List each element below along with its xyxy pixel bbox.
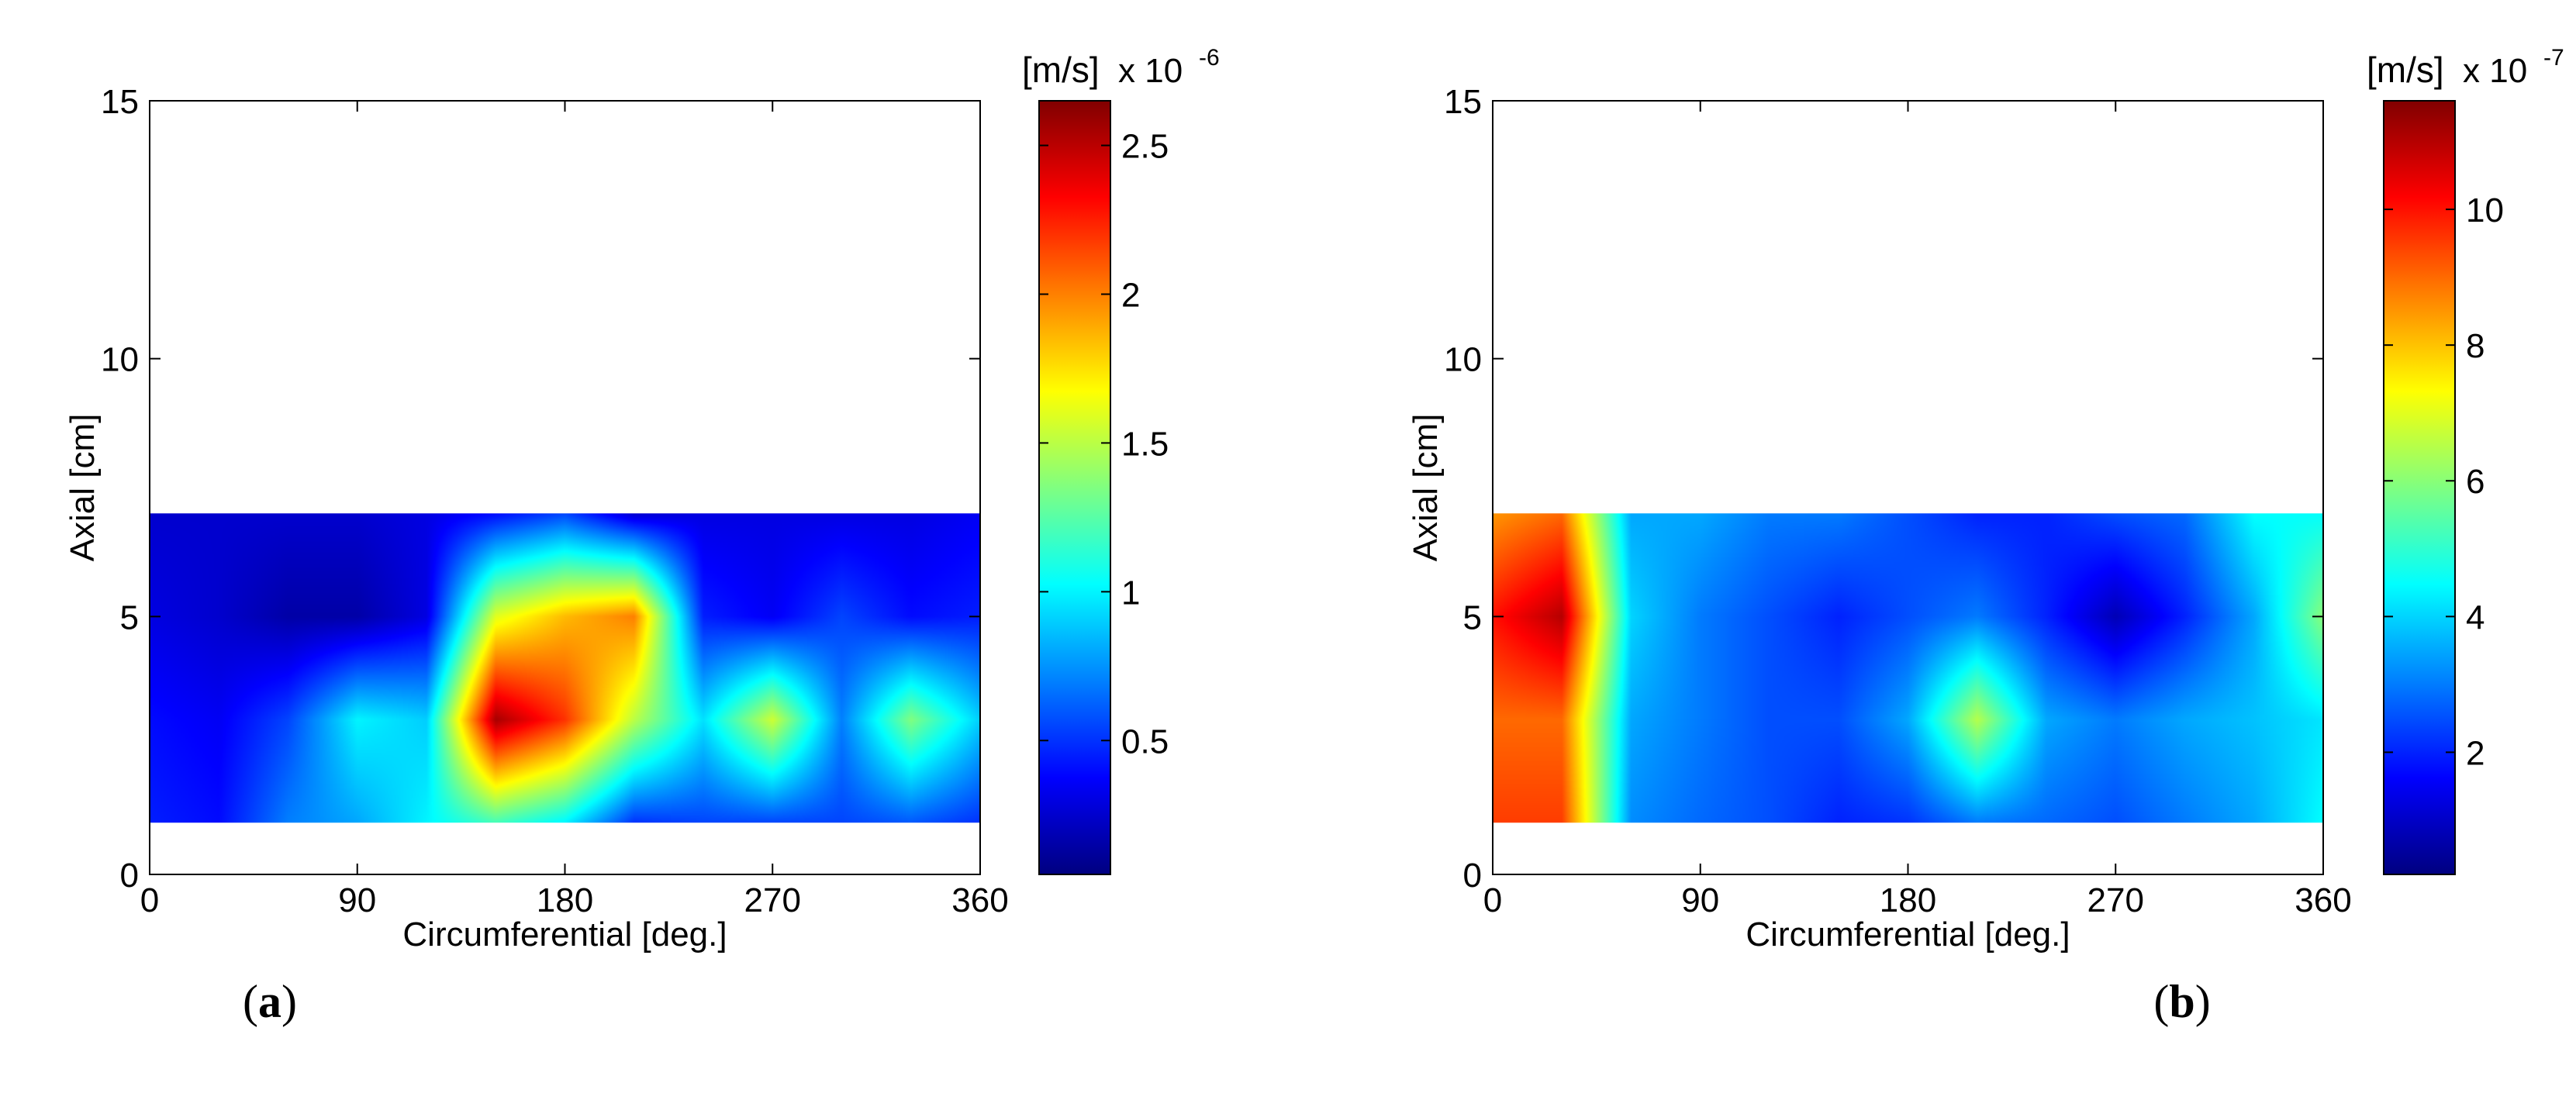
panel-b: 0 90 180 270 360 0 5 10 15 Circumferential [deg.]…	[1288, 0, 2576, 1100]
heatmap-chart-a: 0 90 180 270 360 0 5 10 15 Circumferential [deg.]…	[64, 45, 1220, 953]
chart-a-x-tick-label-3: 270	[744, 881, 801, 919]
chart-b-y-tick-label-0: 0	[1463, 857, 1482, 895]
chart-b-x-axis-title: Circumferential [deg.]	[1746, 916, 2070, 953]
chart-b-x-tick-label-0: 0	[1483, 881, 1502, 919]
chart-b-cb-tick-label-4: 10	[2466, 191, 2504, 229]
caption-b: (b)	[2153, 976, 2211, 1027]
chart-b-cb-tick-label-3: 8	[2466, 327, 2484, 365]
chart-b-cb-exponent: -7	[2543, 45, 2564, 71]
chart-a-heatmap-surface	[150, 513, 980, 823]
chart-a-x-tick-label-0: 0	[140, 881, 159, 919]
chart-a-cb-multiplier: x 10	[1118, 52, 1183, 90]
chart-a-y-tick-label-1: 5	[120, 598, 139, 636]
panel-a: 0 90 180 270 360 0 5 10 15 Circumferential [deg.]…	[64, 45, 1220, 1027]
chart-b-y-tick-label-3: 15	[1444, 83, 1482, 121]
chart-a-x-tick-label-1: 90	[338, 881, 376, 919]
chart-a-cb-tick-label-2: 1.5	[1121, 425, 1169, 463]
heatmap-chart-b: 0 90 180 270 360 0 5 10 15 Circumferential [deg.]…	[1407, 45, 2564, 953]
chart-b-cb-tick-label-2: 6	[2466, 463, 2484, 501]
chart-b-heatmap-surface	[1493, 513, 2323, 823]
chart-a-colorbar	[1039, 101, 1110, 874]
chart-a-cb-tick-label-1: 1	[1121, 574, 1140, 612]
chart-b-colorbar	[2384, 101, 2455, 874]
chart-a-colorbar-frame	[1038, 100, 1111, 875]
chart-b-y-axis-title: Axial [cm]	[1407, 414, 1445, 562]
chart-b-colorbar-frame	[2383, 100, 2456, 875]
chart-a-y-axis-title: Axial [cm]	[64, 414, 102, 562]
chart-b-x-tick-label-1: 90	[1681, 881, 1719, 919]
chart-b-y-tick-label-1: 5	[1463, 598, 1482, 636]
chart-a-cb-tick-label-4: 2.5	[1121, 128, 1169, 166]
chart-b-x-tick-label-4: 360	[2295, 881, 2351, 919]
chart-a-y-tick-label-2: 10	[101, 341, 139, 379]
chart-a-x-tick-label-4: 360	[951, 881, 1008, 919]
chart-a-cb-unit-label: [m/s]	[1022, 50, 1100, 90]
chart-b-cb-tick-label-1: 4	[2466, 598, 2484, 636]
chart-a-x-tick-label-2: 180	[537, 881, 593, 919]
chart-a-x-axis-title: Circumferential [deg.]	[402, 916, 727, 953]
chart-b-x-tick-label-2: 180	[1880, 881, 1936, 919]
chart-b-cb-unit-label: [m/s]	[2367, 50, 2444, 90]
chart-a-cb-exponent: -6	[1199, 45, 1220, 71]
caption-a: (a)	[243, 976, 297, 1027]
chart-a-y-tick-label-0: 0	[120, 857, 139, 895]
chart-b-cb-tick-label-0: 2	[2466, 734, 2484, 772]
chart-b-y-tick-label-2: 10	[1444, 341, 1482, 379]
chart-a-y-tick-label-3: 15	[101, 83, 139, 121]
chart-a-cb-tick-label-3: 2	[1121, 277, 1140, 315]
chart-b-cb-multiplier: x 10	[2463, 52, 2527, 90]
chart-a-cb-tick-label-0: 0.5	[1121, 722, 1169, 760]
chart-b-x-tick-label-3: 270	[2087, 881, 2144, 919]
